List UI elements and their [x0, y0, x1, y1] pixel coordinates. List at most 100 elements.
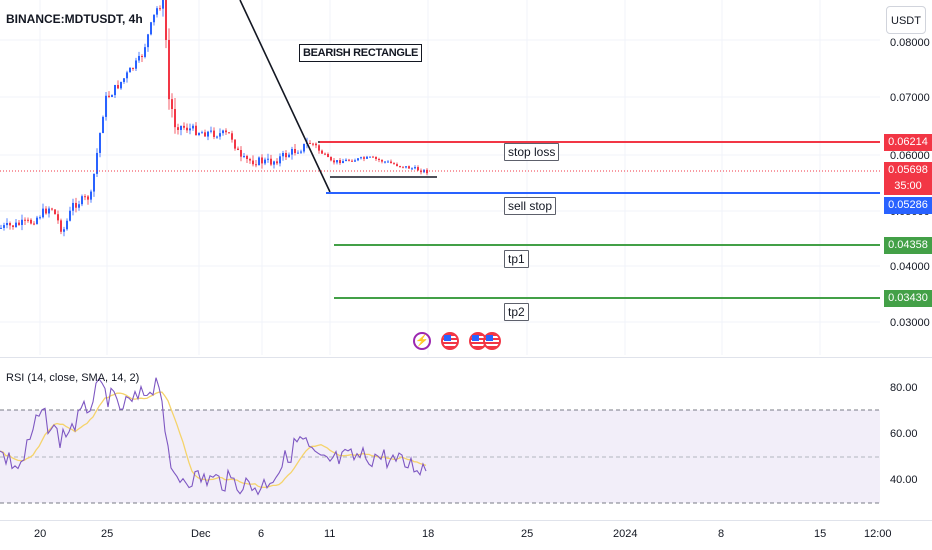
- rsi-line: [0, 377, 427, 496]
- candle-body: [207, 131, 209, 137]
- candle-body: [369, 156, 371, 158]
- candle-body: [0, 227, 2, 229]
- rsi-pane[interactable]: [0, 358, 880, 518]
- candle-body: [21, 219, 23, 225]
- candle-body: [348, 159, 350, 161]
- candle-body: [63, 229, 65, 232]
- candle-body: [228, 132, 230, 134]
- time-axis-border: [0, 520, 932, 521]
- candle-body: [147, 34, 149, 48]
- candle-body: [51, 208, 53, 210]
- candle-body: [42, 208, 44, 218]
- candle-body: [249, 159, 251, 161]
- time-axis-label: 12:00: [864, 528, 892, 540]
- candle-body: [333, 160, 335, 163]
- candle-body: [75, 202, 77, 208]
- candle-body: [171, 99, 173, 110]
- candle-body: [33, 223, 35, 225]
- candle-body: [423, 169, 425, 173]
- tp1-price-badge: 0.04358: [884, 237, 932, 254]
- stop-loss-tag: stop loss: [504, 143, 560, 161]
- candle-body: [15, 222, 17, 228]
- candle-body: [60, 220, 62, 232]
- candle-body: [123, 78, 125, 82]
- price-axis-label: 0.08000: [890, 37, 930, 49]
- candle-body: [141, 55, 143, 57]
- candle-body: [345, 159, 347, 162]
- candle-body: [261, 157, 263, 164]
- rsi-axis-label: 80.00: [890, 382, 918, 394]
- candle-body: [150, 22, 152, 35]
- candle-body: [144, 47, 146, 57]
- time-axis-label: 6: [258, 528, 265, 540]
- candle-body: [84, 196, 86, 198]
- tp2-tag: tp2: [504, 303, 529, 321]
- candle-body: [78, 204, 80, 208]
- price-axis-label: 0.07000: [890, 92, 930, 104]
- candle-body: [156, 8, 158, 15]
- candle-body: [153, 14, 155, 23]
- rsi-axis-label: 60.00: [890, 428, 918, 440]
- candle-body: [36, 217, 38, 224]
- pane-divider[interactable]: [0, 357, 932, 358]
- time-axis-label: 18: [422, 528, 435, 540]
- candle-body: [54, 209, 56, 215]
- candle-body: [99, 133, 101, 153]
- candle-body: [231, 133, 233, 140]
- candle-body: [252, 160, 254, 165]
- lightning-icon[interactable]: ⚡: [413, 332, 431, 350]
- candle-body: [381, 159, 383, 162]
- time-axis-label: 15: [814, 528, 827, 540]
- candle-body: [288, 154, 290, 158]
- main-chart[interactable]: [0, 0, 880, 355]
- rsi-ma-line: [0, 391, 427, 489]
- candle-body: [342, 161, 344, 164]
- price-axis-label: 0.03000: [890, 317, 930, 329]
- candle-body: [90, 191, 92, 200]
- price-candles: [0, 0, 428, 237]
- candle-body: [414, 167, 416, 169]
- flag-icon[interactable]: [441, 332, 459, 350]
- candle-body: [24, 219, 26, 221]
- trend-line: [239, 0, 331, 193]
- candle-body: [357, 158, 359, 161]
- candle-body: [405, 166, 407, 168]
- candle-body: [66, 220, 68, 230]
- time-axis-label: 25: [521, 528, 534, 540]
- candle-body: [96, 152, 98, 174]
- candle-body: [351, 160, 353, 162]
- candle-body: [204, 132, 206, 137]
- time-axis-label: 20: [34, 528, 47, 540]
- candle-body: [366, 156, 368, 159]
- currency-unit-button[interactable]: USDT: [886, 6, 926, 34]
- candle-body: [393, 163, 395, 165]
- candle-body: [3, 225, 5, 228]
- candle-body: [48, 208, 50, 214]
- candle-body: [300, 151, 302, 153]
- candle-body: [57, 214, 59, 221]
- candle-body: [282, 153, 284, 157]
- candle-body: [225, 130, 227, 133]
- candle-body: [375, 156, 377, 159]
- price-axis-label: 0.04000: [890, 261, 930, 273]
- candle-body: [72, 202, 74, 211]
- candle-body: [201, 132, 203, 134]
- candle-body: [87, 196, 89, 200]
- candle-body: [120, 81, 122, 89]
- sell-stop-tag: sell stop: [504, 197, 557, 215]
- candle-body: [384, 161, 386, 163]
- candle-body: [336, 160, 338, 163]
- candle-body: [108, 95, 110, 97]
- candle-body: [165, 0, 167, 40]
- candle-body: [159, 8, 161, 10]
- candle-body: [168, 39, 170, 100]
- bar-countdown-badge: 35:00: [884, 178, 932, 195]
- candle-body: [192, 125, 194, 129]
- candle-body: [243, 155, 245, 157]
- flag-icon[interactable]: [483, 332, 501, 350]
- candle-body: [27, 219, 29, 221]
- candle-body: [132, 67, 134, 69]
- candle-body: [219, 133, 221, 137]
- candle-body: [69, 210, 71, 221]
- candle-body: [12, 225, 14, 228]
